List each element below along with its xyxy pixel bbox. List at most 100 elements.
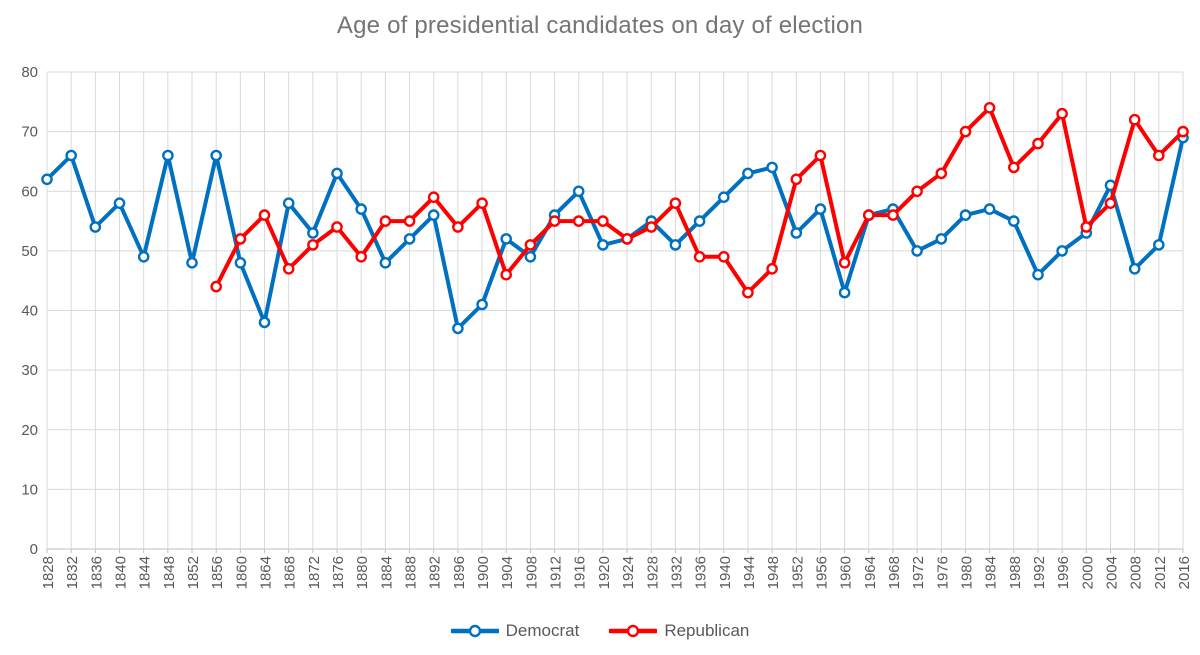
x-axis-tick-label: 1988 — [1007, 556, 1024, 589]
x-axis-tick-label: 1828 — [40, 556, 57, 589]
x-axis-tick-label: 1996 — [1055, 556, 1072, 589]
republican-data-point — [597, 215, 609, 227]
democrat-data-point — [1032, 268, 1044, 281]
republican-data-point — [1128, 113, 1141, 126]
democrat-data-point — [935, 233, 948, 245]
x-axis-tick-label: 2012 — [1152, 556, 1169, 589]
x-axis-tick-label: 1836 — [88, 556, 105, 589]
democrat-data-point — [983, 203, 996, 215]
democrat-data-point — [476, 298, 488, 311]
democrat-data-point — [307, 227, 319, 239]
republican-data-point — [234, 233, 247, 245]
x-axis-tick-label: 1884 — [378, 556, 395, 589]
y-axis-tick-label: 50 — [21, 243, 38, 260]
republican-data-point — [452, 221, 464, 233]
democrat-data-point — [766, 161, 778, 174]
republican-data-point — [524, 239, 537, 251]
democrat-data-point — [65, 149, 77, 162]
democrat-data-point — [838, 286, 851, 299]
x-axis-tick-label: 1924 — [620, 556, 637, 589]
republican-data-point — [766, 262, 778, 275]
x-axis-tick-label: 1984 — [983, 556, 1000, 589]
republican-data-point — [1104, 197, 1117, 209]
democrat-data-point — [379, 256, 392, 269]
republican-data-point — [476, 197, 488, 209]
democrat-data-point — [597, 239, 609, 251]
democrat-data-point — [669, 239, 682, 251]
republican-data-point — [1008, 161, 1020, 174]
democrat-data-point — [718, 191, 730, 203]
x-axis-tick-label: 1968 — [886, 556, 903, 589]
x-axis-tick-label: 1832 — [64, 556, 81, 589]
x-axis-tick-label: 1976 — [934, 556, 951, 589]
x-axis-tick-label: 1848 — [161, 556, 178, 589]
y-axis-tick-label: 10 — [21, 481, 38, 498]
chart-title: Age of presidential candidates on day of… — [336, 12, 864, 39]
x-axis-tick-label: 1852 — [185, 556, 202, 589]
democrat-data-point — [959, 209, 972, 221]
republican-data-point — [355, 250, 368, 263]
democrat-data-point — [403, 233, 416, 245]
republican-data-point — [645, 221, 658, 233]
plot-area: 0 10 20 30 40 50 60 70 80 1828 1832 1836 1840 1844 184… — [21, 64, 1193, 589]
x-axis-tick-label: 1960 — [838, 556, 855, 589]
x-axis-tick-label: 1916 — [572, 556, 589, 589]
democrat-data-point — [258, 316, 271, 329]
y-axis-tick-label: 30 — [21, 362, 38, 379]
x-axis-tick-label: 2000 — [1079, 556, 1096, 589]
x-axis-tick-label: 1980 — [958, 556, 975, 589]
democrat-data-point — [113, 197, 126, 209]
republican-data-point — [887, 209, 899, 221]
republican-data-point — [935, 167, 948, 180]
republican-data-point — [258, 209, 271, 221]
republican-data-point — [1177, 125, 1189, 138]
democrat-data-point — [814, 203, 827, 215]
x-axis-tick-label: 1944 — [741, 556, 758, 589]
democrat-line-marker-icon — [450, 624, 499, 638]
x-axis-tick-label: 1900 — [475, 556, 492, 589]
x-axis-tick-label: 1876 — [330, 556, 347, 589]
x-axis-tick-label: 1920 — [596, 556, 613, 589]
y-axis-tick-label: 80 — [21, 64, 38, 81]
legend-marker-circle — [468, 624, 481, 638]
democrat-data-point — [282, 197, 295, 209]
republican-data-point — [1056, 107, 1068, 120]
y-axis-tick-label: 70 — [21, 124, 38, 141]
democrat-data-point — [234, 256, 247, 269]
republican-data-point — [307, 239, 319, 251]
x-axis-tick-label: 1964 — [862, 556, 879, 589]
x-axis-tick-label: 1892 — [427, 556, 444, 589]
democrat-data-point — [524, 250, 537, 263]
democrat-data-point — [137, 250, 150, 263]
republican-data-point — [742, 286, 754, 299]
republican-data-point — [282, 262, 295, 275]
democrat-data-point — [1153, 239, 1165, 251]
x-axis-tick-label: 1904 — [499, 556, 516, 589]
republican-data-point — [718, 250, 730, 263]
x-axis-tick-label: 1948 — [765, 556, 782, 589]
x-axis-tick-label: 1872 — [306, 556, 323, 589]
republican-data-point — [911, 185, 923, 198]
republican-data-point — [959, 125, 972, 138]
x-axis-tick-label: 2016 — [1176, 556, 1193, 589]
x-axis-tick-label: 1936 — [693, 556, 710, 589]
democrat-data-point — [790, 227, 803, 239]
legend-item-republican: Republican — [609, 621, 749, 641]
x-axis-tick-label: 1844 — [137, 556, 154, 589]
y-axis-tick-label: 20 — [21, 422, 38, 439]
republican-data-point — [621, 233, 633, 245]
x-axis-tick-label: 1860 — [233, 556, 250, 589]
legend-item-democrat: Democrat — [450, 621, 580, 641]
x-axis-tick-label: 1932 — [668, 556, 685, 589]
legend-label-democrat: Democrat — [505, 621, 580, 640]
democrat-data-point — [331, 167, 343, 180]
republican-line-marker-icon — [609, 624, 658, 638]
x-axis-tick-label: 1880 — [354, 556, 371, 589]
republican-data-point — [500, 268, 513, 281]
democrat-data-point — [1128, 262, 1141, 275]
x-axis-tick-label: 1992 — [1031, 556, 1048, 589]
democrat-data-point — [693, 215, 706, 227]
republican-data-point — [983, 102, 996, 114]
democrat-data-point — [742, 167, 754, 180]
republican-data-point — [1080, 221, 1093, 233]
